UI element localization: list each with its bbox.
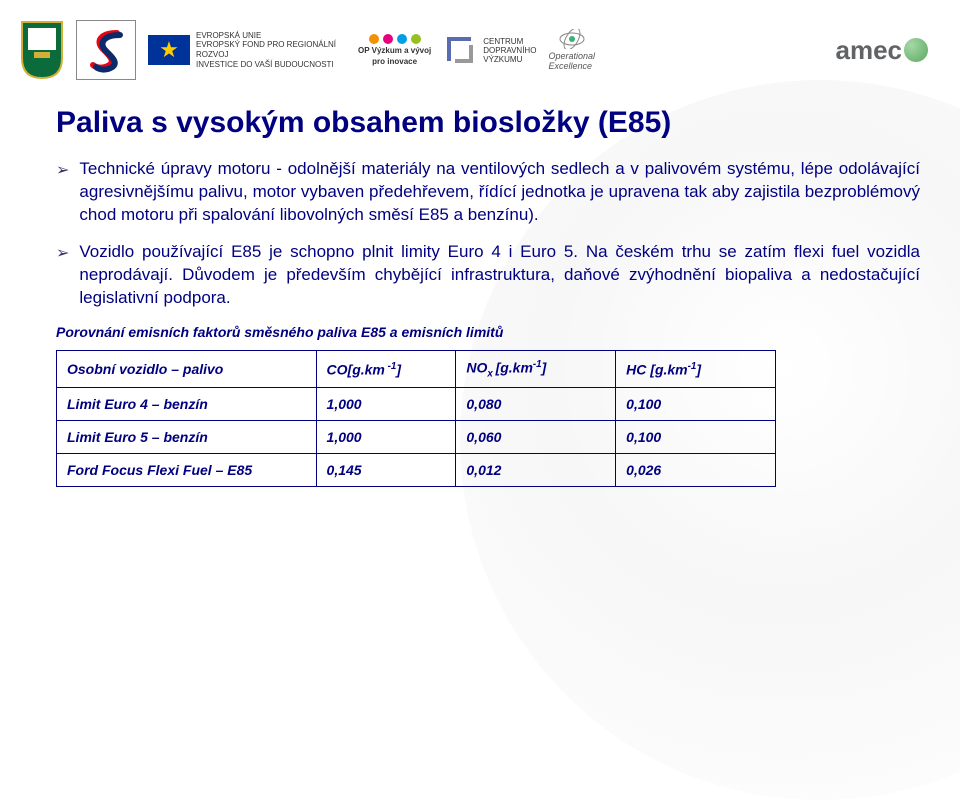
bullet-triangle-icon: ➢ bbox=[56, 160, 69, 227]
cell-value: 0,026 bbox=[616, 454, 776, 487]
cell-value: 0,060 bbox=[456, 421, 616, 454]
amec-logo: amec bbox=[836, 35, 941, 66]
slide-content: Paliva s vysokým obsahem biosložky (E85)… bbox=[0, 92, 960, 487]
amec-text: amec bbox=[836, 35, 903, 66]
cell-value: 0,145 bbox=[316, 454, 456, 487]
cdv-logo: CENTRUM DOPRAVNÍHO VÝZKUMU bbox=[443, 15, 536, 85]
cell-value: 0,100 bbox=[616, 421, 776, 454]
bullet-triangle-icon: ➢ bbox=[56, 243, 69, 310]
eu-fund-logo: ★ EVROPSKÁ UNIE EVROPSKÝ FOND PRO REGION… bbox=[148, 15, 346, 85]
cell-value: 0,100 bbox=[616, 388, 776, 421]
table-caption: Porovnání emisních faktorů směsného pali… bbox=[56, 324, 920, 340]
bullet-item: ➢ Technické úpravy motoru - odolnější ma… bbox=[56, 158, 920, 227]
row-label: Ford Focus Flexi Fuel – E85 bbox=[57, 454, 317, 487]
emissions-table: Osobní vozidlo – palivo CO[g.km -1] NOx … bbox=[56, 350, 776, 487]
eu-flag-icon: ★ bbox=[148, 35, 190, 65]
bullet-text: Vozidlo používající E85 je schopno plnit… bbox=[79, 241, 920, 310]
globe-icon bbox=[904, 38, 928, 62]
op-dots-icon bbox=[369, 34, 421, 44]
row-label: Limit Euro 5 – benzín bbox=[57, 421, 317, 454]
cdv-text: CENTRUM DOPRAVNÍHO VÝZKUMU bbox=[483, 37, 536, 64]
page-title: Paliva s vysokým obsahem biosložky (E85) bbox=[56, 106, 920, 140]
cell-value: 0,080 bbox=[456, 388, 616, 421]
col-header-nox: NOx [g.km-1] bbox=[456, 350, 616, 387]
op-text-top: OP Výzkum a vývoj bbox=[358, 46, 431, 55]
cell-value: 1,000 bbox=[316, 421, 456, 454]
s-logo bbox=[76, 20, 136, 80]
col-header-hc: HC [g.km-1] bbox=[616, 350, 776, 387]
table-row: Ford Focus Flexi Fuel – E85 0,145 0,012 … bbox=[57, 454, 776, 487]
op-vyzkum-logo: OP Výzkum a vývoj pro inovace bbox=[358, 15, 431, 85]
opex-text: Operational Excellence bbox=[548, 51, 595, 71]
table-header-row: Osobní vozidlo – palivo CO[g.km -1] NOx … bbox=[57, 350, 776, 387]
university-shield-logo bbox=[20, 15, 64, 85]
op-text-bottom: pro inovace bbox=[372, 57, 417, 66]
cell-value: 1,000 bbox=[316, 388, 456, 421]
table-row: Limit Euro 4 – benzín 1,000 0,080 0,100 bbox=[57, 388, 776, 421]
operational-excellence-logo: Operational Excellence bbox=[548, 15, 595, 85]
col-header-co: CO[g.km -1] bbox=[316, 350, 456, 387]
cell-value: 0,012 bbox=[456, 454, 616, 487]
col-header-vehicle: Osobní vozidlo – palivo bbox=[57, 350, 317, 387]
row-label: Limit Euro 4 – benzín bbox=[57, 388, 317, 421]
logo-header: ★ EVROPSKÁ UNIE EVROPSKÝ FOND PRO REGION… bbox=[0, 0, 960, 92]
table-row: Limit Euro 5 – benzín 1,000 0,060 0,100 bbox=[57, 421, 776, 454]
bullet-item: ➢ Vozidlo používající E85 je schopno pln… bbox=[56, 241, 920, 310]
eu-fund-text: EVROPSKÁ UNIE EVROPSKÝ FOND PRO REGIONÁL… bbox=[196, 31, 346, 69]
bullet-text: Technické úpravy motoru - odolnější mate… bbox=[79, 158, 920, 227]
